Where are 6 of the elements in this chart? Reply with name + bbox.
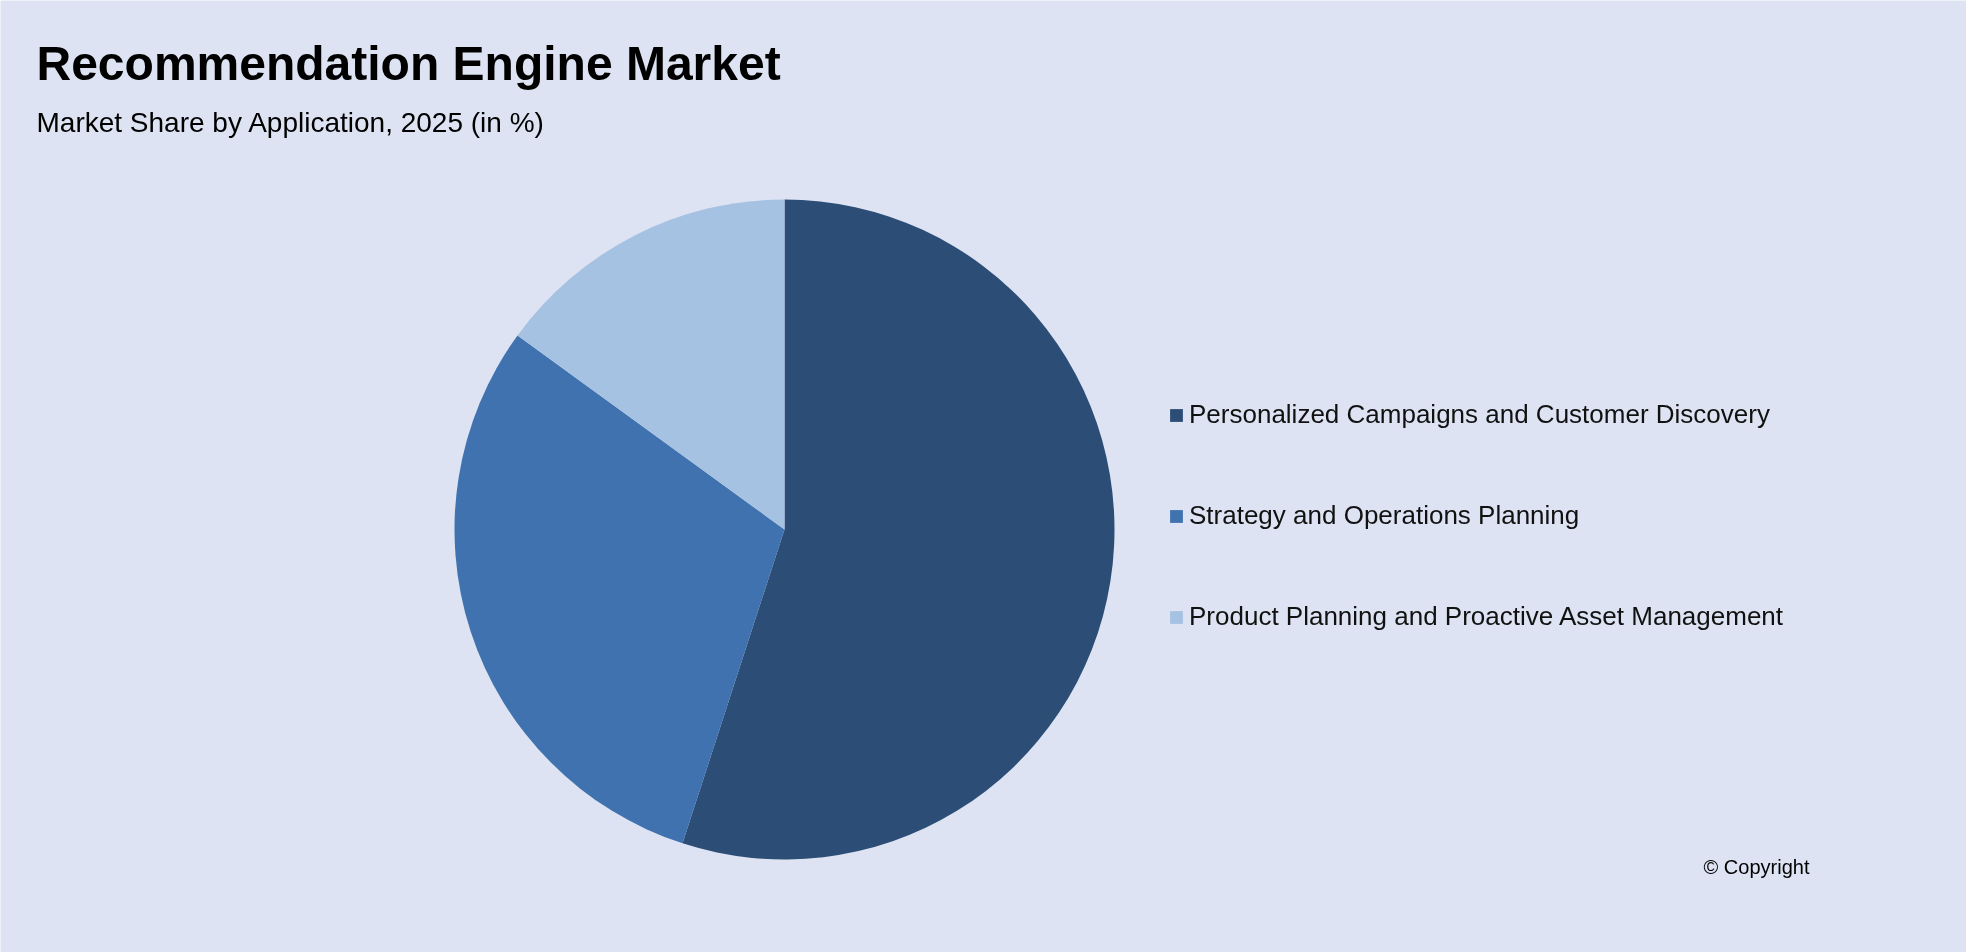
legend-label: Strategy and Operations Planning (1189, 500, 1580, 531)
legend-label: Personalized Campaigns and Customer Discovery (1189, 399, 1770, 430)
chart-subtitle: Market Share by Application, 2025 (in %) (36, 106, 544, 138)
text: © Copyright (1703, 855, 1810, 878)
chart-title: Recommendation Engine Market (36, 36, 781, 90)
legend-label: Product Planning and Proactive Asset Management (1189, 601, 1784, 632)
